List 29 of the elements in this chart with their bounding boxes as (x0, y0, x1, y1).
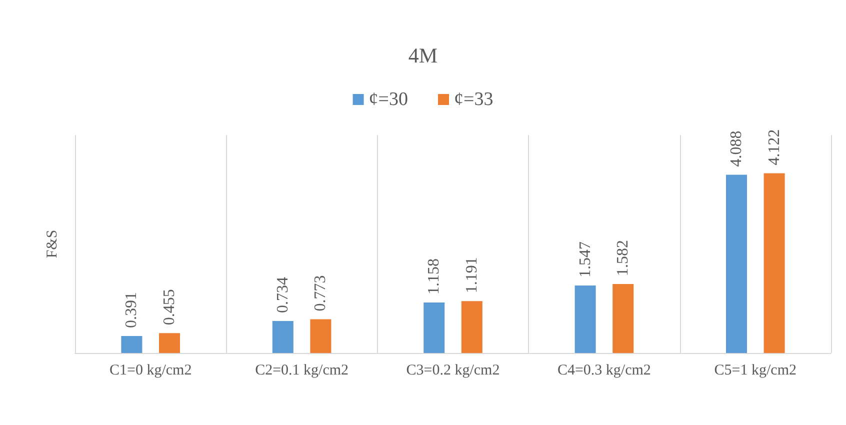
bar (461, 301, 482, 353)
data-label: 4.122 (766, 129, 783, 166)
bar (612, 284, 634, 353)
bar (574, 286, 596, 353)
bar (159, 333, 180, 353)
y-axis-title: F&S (44, 230, 60, 258)
data-label: 1.158 (426, 258, 443, 295)
data-label: 1.582 (614, 240, 632, 276)
bar (121, 336, 142, 353)
x-tick-label: C3=0.2 kg/cm2 (406, 362, 500, 378)
legend-label: ¢=30 (368, 89, 408, 110)
bar (726, 174, 747, 353)
data-label: 1.191 (463, 257, 480, 294)
x-tick-label: C2=0.1 kg/cm2 (255, 362, 349, 378)
legend-label: ¢=33 (454, 89, 494, 110)
data-label: 0.455 (161, 289, 178, 326)
x-tick-label: C4=0.3 kg/cm2 (557, 362, 651, 378)
data-label: 0.734 (274, 277, 292, 313)
bar (272, 321, 294, 353)
x-tick-label: C1=0 kg/cm2 (109, 362, 192, 378)
data-label: 0.391 (123, 292, 140, 328)
data-label: 4.088 (728, 130, 745, 167)
bar (310, 319, 332, 353)
bar (424, 302, 445, 353)
chart-title: 4M (408, 44, 438, 68)
data-label: 1.547 (576, 242, 594, 278)
bar (764, 173, 785, 353)
data-label: 0.773 (312, 275, 330, 312)
x-tick-label: C5=1 kg/cm2 (714, 362, 797, 378)
